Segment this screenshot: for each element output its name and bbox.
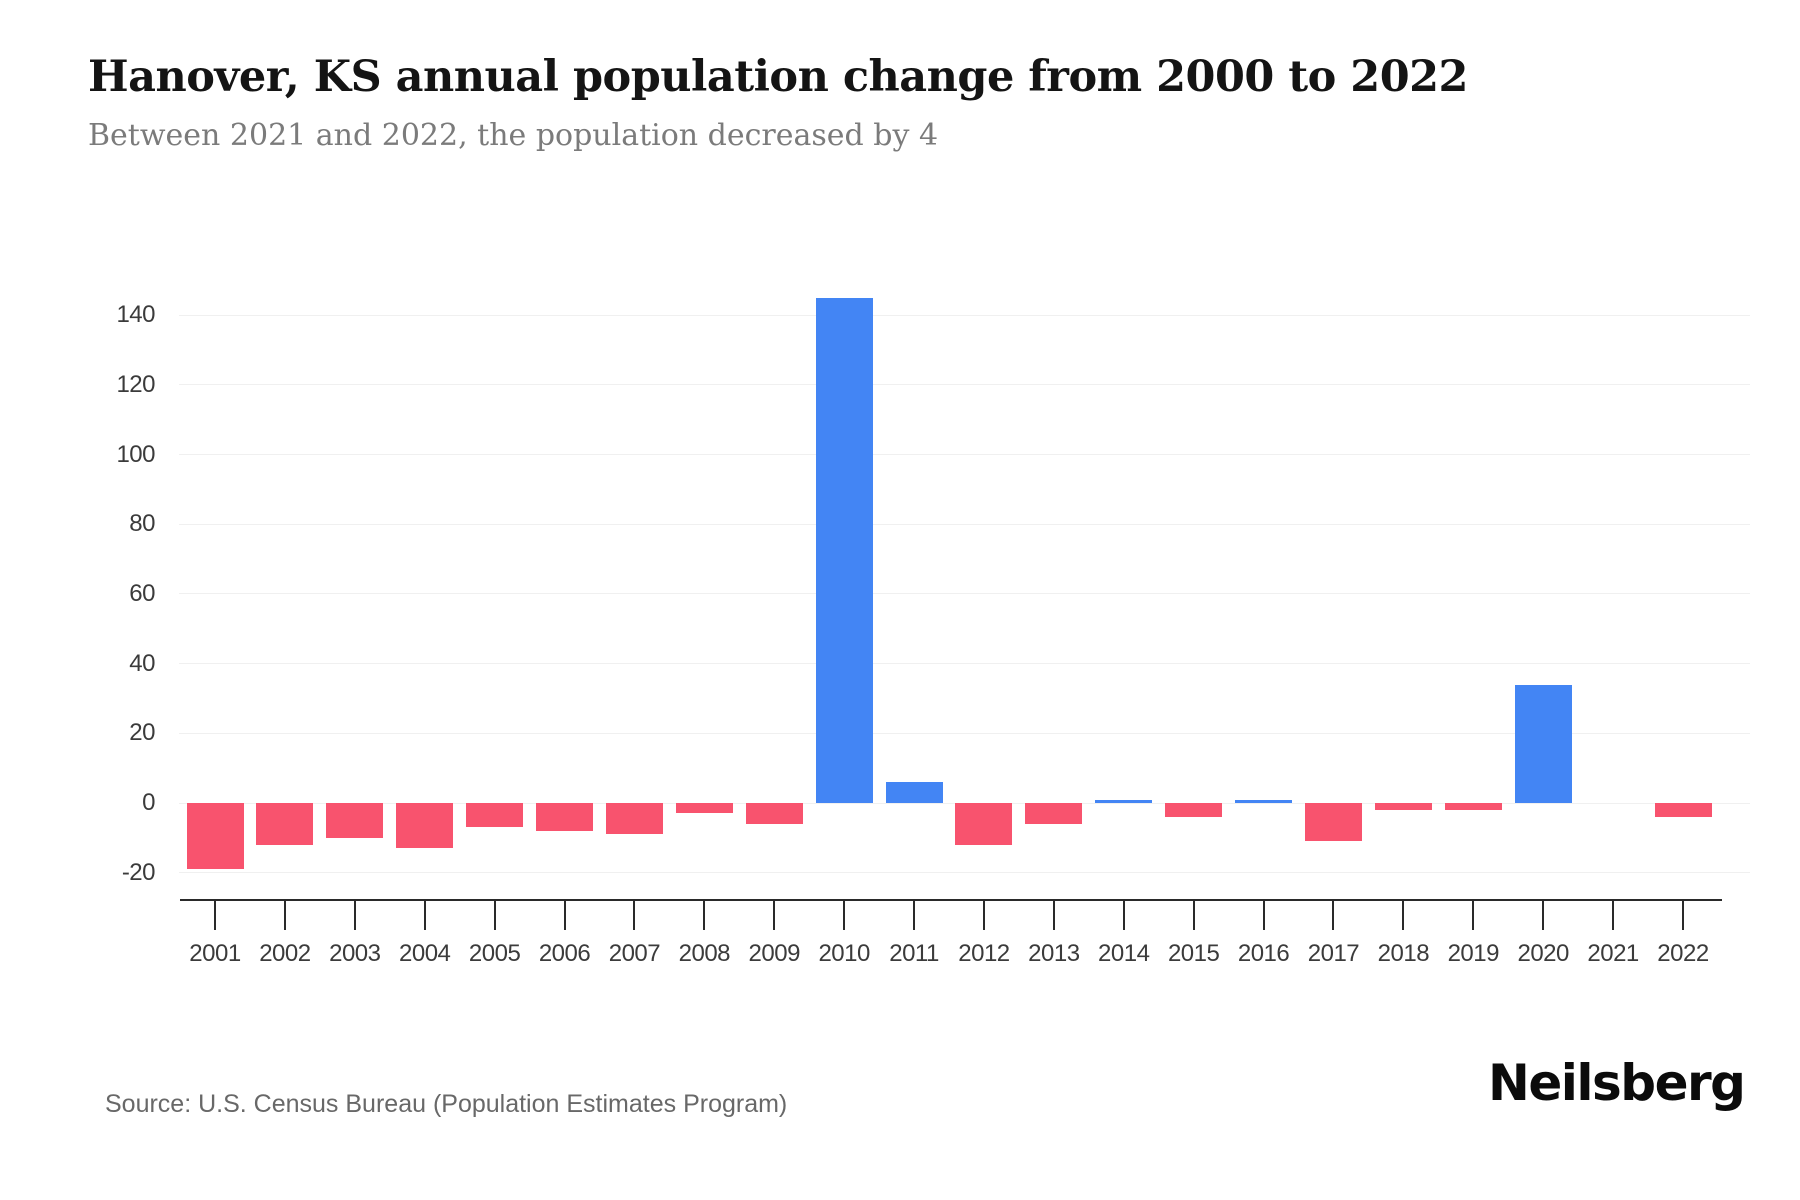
- x-tick-label-2015: 2015: [1167, 940, 1220, 967]
- x-tick-label-2019: 2019: [1447, 940, 1500, 967]
- bar-2020: [1514, 684, 1572, 803]
- x-axis-line: [180, 899, 1722, 901]
- x-tick-2010: [843, 899, 846, 930]
- x-tick-2011: [913, 899, 916, 930]
- source-note: Source: U.S. Census Bureau (Population E…: [105, 1090, 788, 1118]
- bar-2008: [675, 803, 733, 814]
- x-tick-2014: [1122, 899, 1125, 930]
- x-tick-label-2017: 2017: [1307, 940, 1360, 967]
- y-gridline-20: [179, 732, 1750, 734]
- bar-2010: [815, 297, 873, 803]
- x-tick-2001: [214, 899, 216, 930]
- bar-2016: [1235, 799, 1293, 803]
- y-gridline-100: [179, 454, 1750, 455]
- x-tick-2018: [1402, 899, 1405, 930]
- chart-title: Hanover, KS annual population change fro…: [88, 52, 1468, 102]
- x-tick-2013: [1052, 899, 1055, 930]
- x-tick-2006: [563, 899, 566, 930]
- x-tick-label-2020: 2020: [1517, 940, 1569, 967]
- y-tick-label-80: 80: [129, 510, 155, 538]
- x-tick-2017: [1332, 899, 1335, 930]
- x-tick-2012: [982, 899, 985, 930]
- y-tick-label-140: 140: [116, 301, 155, 329]
- x-tick-2019: [1472, 899, 1475, 930]
- y-gridline-40: [179, 663, 1750, 665]
- y-tick-label-60: 60: [129, 579, 155, 607]
- bar-2018: [1374, 803, 1432, 810]
- x-tick-2015: [1192, 899, 1195, 930]
- bar-2022: [1654, 803, 1712, 817]
- y-tick-label-40: 40: [129, 649, 155, 677]
- x-tick-label-2005: 2005: [468, 940, 521, 967]
- bar-2012: [955, 803, 1013, 845]
- bar-2011: [885, 782, 943, 803]
- x-tick-2007: [633, 899, 636, 930]
- y-gridline-140: [179, 314, 1750, 316]
- y-tick-label-100: 100: [116, 440, 155, 468]
- x-tick-label-2006: 2006: [538, 940, 591, 967]
- x-tick-label-2011: 2011: [889, 940, 939, 967]
- chart-subtitle: Between 2021 and 2022, the population de…: [88, 118, 939, 153]
- x-tick-label-2008: 2008: [678, 940, 731, 967]
- bar-2014: [1095, 799, 1153, 803]
- x-tick-label-2001: 2001: [189, 940, 241, 967]
- x-tick-label-2010: 2010: [818, 940, 870, 967]
- bar-2004: [396, 803, 454, 849]
- y-gridline-60: [179, 593, 1750, 595]
- x-tick-2003: [353, 899, 356, 930]
- bar-2003: [326, 803, 384, 838]
- bar-2017: [1304, 803, 1362, 842]
- bar-2002: [256, 803, 314, 845]
- bar-2001: [186, 803, 244, 870]
- x-tick-label-2018: 2018: [1377, 940, 1430, 967]
- x-tick-2009: [773, 899, 776, 930]
- y-gridline-120: [179, 384, 1750, 386]
- x-tick-label-2013: 2013: [1028, 940, 1080, 967]
- brand-logo: Neilsberg: [1488, 1054, 1746, 1112]
- bar-2019: [1444, 803, 1502, 810]
- y-tick-label-120: 120: [116, 370, 155, 398]
- bar-2013: [1025, 803, 1083, 824]
- y-gridline-80: [179, 523, 1750, 525]
- x-tick-2008: [703, 899, 706, 930]
- x-tick-2021: [1612, 899, 1615, 930]
- y-tick-label--20: -20: [121, 858, 156, 886]
- bar-2009: [745, 803, 803, 824]
- x-tick-2004: [423, 899, 426, 930]
- bar-2006: [536, 803, 594, 831]
- x-tick-label-2007: 2007: [608, 940, 661, 967]
- y-tick-label-0: 0: [142, 789, 155, 816]
- x-tick-label-2003: 2003: [329, 940, 381, 967]
- x-tick-2020: [1542, 899, 1545, 930]
- x-tick-2022: [1682, 899, 1684, 930]
- y-gridline--20: [179, 872, 1750, 874]
- x-tick-2005: [493, 899, 496, 930]
- x-tick-2002: [283, 899, 286, 930]
- x-tick-label-2004: 2004: [399, 940, 451, 967]
- bar-2007: [605, 803, 663, 835]
- x-tick-2016: [1262, 899, 1265, 930]
- y-tick-label-20: 20: [129, 719, 155, 747]
- chart-area: 140 120 100 80 60 40 20 0 -20 2001 2002 2003 2004 200…: [116, 297, 1750, 967]
- bar-2005: [466, 803, 524, 828]
- x-tick-label-2021: 2021: [1587, 940, 1639, 967]
- x-tick-label-2002: 2002: [259, 940, 311, 967]
- x-tick-label-2012: 2012: [958, 940, 1010, 967]
- bar-2015: [1165, 803, 1223, 817]
- x-tick-label-2009: 2009: [748, 940, 801, 967]
- x-tick-label-2016: 2016: [1237, 940, 1290, 967]
- x-tick-label-2022: 2022: [1657, 940, 1709, 967]
- x-tick-label-2014: 2014: [1098, 940, 1150, 967]
